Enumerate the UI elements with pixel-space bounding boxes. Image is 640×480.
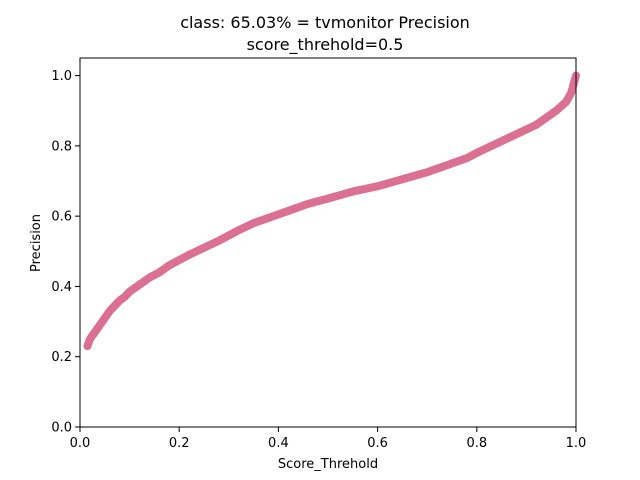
x-tick-label: 1.0 (566, 436, 587, 451)
x-tick-label: 0.8 (466, 436, 487, 451)
x-tick-label: 0.4 (268, 436, 289, 451)
x-axis-label: Score_Threhold (278, 457, 378, 472)
plot-area-frame (79, 57, 577, 428)
y-tick-label: 0.0 (51, 421, 72, 436)
chart-subtitle: score_threhold=0.5 (247, 35, 404, 55)
x-tick-label: 0.0 (70, 436, 91, 451)
data-points-layer (83, 71, 580, 351)
y-axis-label: Precision (29, 214, 44, 272)
x-tick-label: 0.2 (169, 436, 190, 451)
y-tick-label: 0.4 (51, 280, 72, 295)
y-tick-label: 0.6 (51, 210, 72, 225)
x-axis-ticks: 0.0 0.2 0.4 0.6 0.8 1.0 (70, 427, 587, 451)
y-tick-label: 1.0 (51, 69, 72, 84)
y-tick-label: 0.8 (51, 139, 72, 154)
x-tick-label: 0.6 (367, 436, 388, 451)
chart-title: class: 65.03% = tvmonitor Precision (180, 13, 470, 32)
y-axis-ticks: 0.0 0.2 0.4 0.6 0.8 1.0 (51, 69, 80, 436)
y-tick-label: 0.2 (51, 350, 72, 365)
